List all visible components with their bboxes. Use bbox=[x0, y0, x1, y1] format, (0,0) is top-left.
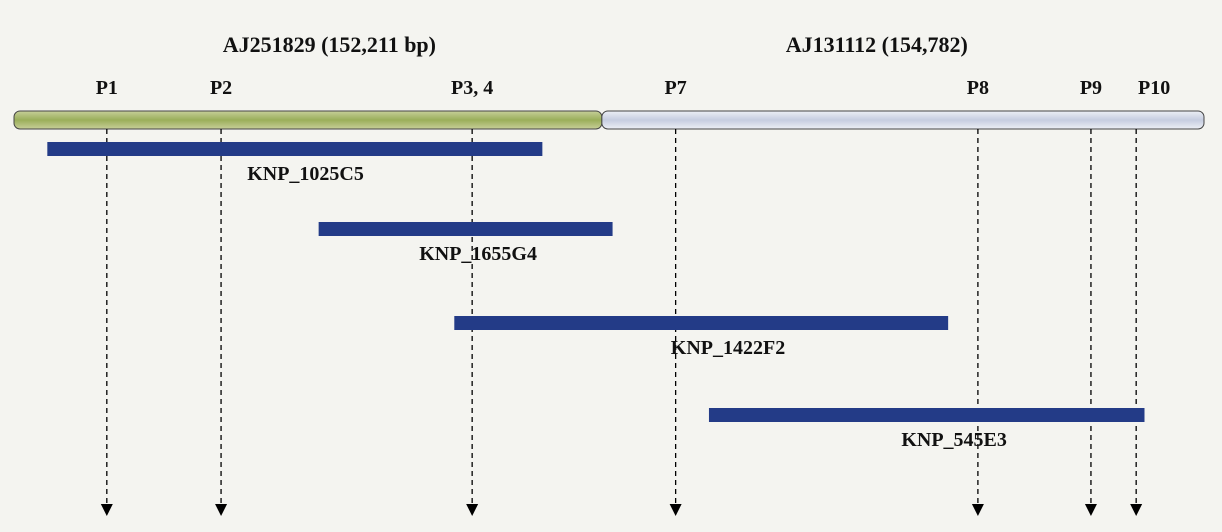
clone-label-knp_1422f2: KNP_1422F2 bbox=[671, 337, 785, 359]
marker-label-p7: P7 bbox=[665, 77, 687, 99]
marker-label-p34: P3, 4 bbox=[451, 77, 493, 99]
marker-label-p9: P9 bbox=[1080, 77, 1102, 99]
diagram-background bbox=[0, 0, 1222, 532]
marker-label-p8: P8 bbox=[967, 77, 989, 99]
chromosome-segment-right bbox=[602, 111, 1204, 129]
segment-header-left: AJ251829 (152,211 bp) bbox=[223, 32, 436, 57]
marker-label-p10: P10 bbox=[1138, 77, 1170, 99]
segment-header-right: AJ131112 (154,782) bbox=[786, 32, 968, 57]
clone-label-knp_1025c5: KNP_1025C5 bbox=[247, 163, 364, 185]
clone-bar-knp_1655g4 bbox=[319, 222, 613, 236]
clone-bar-knp_545e3 bbox=[709, 408, 1145, 422]
marker-label-p1: P1 bbox=[96, 77, 118, 99]
clone-label-knp_1655g4: KNP_1655G4 bbox=[419, 243, 537, 265]
chromosome-segment-left bbox=[14, 111, 602, 129]
clone-bar-knp_1025c5 bbox=[47, 142, 542, 156]
clone-label-knp_545e3: KNP_545E3 bbox=[901, 429, 1007, 451]
marker-label-p2: P2 bbox=[210, 77, 232, 99]
clone-bar-knp_1422f2 bbox=[454, 316, 948, 330]
